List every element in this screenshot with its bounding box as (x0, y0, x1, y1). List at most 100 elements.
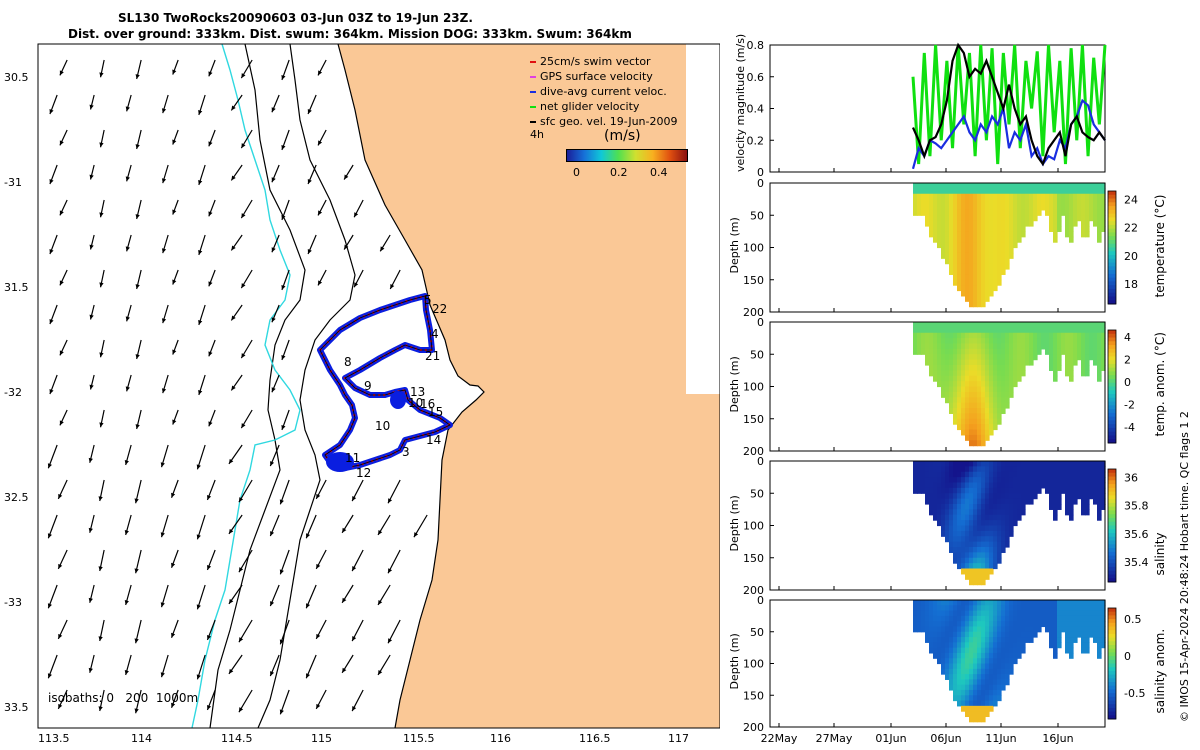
current-arrow (124, 654, 132, 676)
heat-cell (1029, 477, 1034, 484)
heat-cell (977, 631, 982, 638)
heat-cell (961, 536, 966, 543)
heat-cell (1085, 615, 1090, 622)
heat-cell (1001, 642, 1006, 649)
heat-cell (965, 338, 970, 345)
heat-cell (989, 689, 994, 696)
heat-cell (973, 295, 978, 302)
heat-cell (969, 552, 974, 559)
heat-cell (973, 440, 978, 447)
heat-cell (913, 199, 918, 206)
heat-cell (1013, 487, 1018, 494)
heat-cell (937, 348, 942, 355)
heat-cell (1017, 605, 1022, 612)
heat-cell (977, 642, 982, 649)
heat-cell (981, 279, 986, 286)
heat-cell (977, 343, 982, 350)
heat-cell (961, 193, 966, 200)
heat-cell (965, 370, 970, 377)
heat-cell (929, 621, 934, 628)
heat-cell (1093, 354, 1098, 361)
track-label-0: 5 (424, 293, 432, 307)
heat-cell (977, 258, 982, 265)
heat-cell (1029, 199, 1034, 206)
heat-cell (977, 236, 982, 243)
heat-cell (953, 188, 958, 195)
heat-cell (989, 668, 994, 675)
heat-cell (1069, 204, 1074, 211)
heat-cell (1033, 183, 1038, 189)
heat-cell (929, 370, 934, 377)
heat-cell (1081, 487, 1086, 494)
heat-cell (973, 695, 978, 702)
heat-cell (937, 365, 942, 371)
heat-cell (1029, 183, 1034, 189)
heat-cell (997, 477, 1002, 484)
heat-cell (1021, 621, 1026, 628)
heat-cell (957, 252, 962, 259)
heat-cell (1077, 626, 1082, 633)
heat-cell (941, 188, 946, 195)
heat-cell (997, 204, 1002, 211)
heat-cell (933, 504, 938, 510)
heat-cell (1073, 615, 1078, 622)
heat-cell (1057, 631, 1062, 638)
current-arrow (317, 269, 327, 286)
heat-cell (945, 199, 950, 206)
heat-cell (981, 663, 986, 670)
heat-cell (917, 605, 922, 612)
heat-cell (993, 700, 998, 707)
heat-cell (1081, 498, 1086, 505)
heat-cell (1013, 188, 1018, 195)
heat-cell (989, 258, 994, 265)
heat-cell (1009, 343, 1014, 350)
heat-cell (929, 637, 934, 643)
heat-cell (953, 365, 958, 371)
heat-cell (1101, 504, 1106, 510)
current-arrow (160, 444, 169, 468)
heat-cell (973, 652, 978, 659)
heat-cell (1081, 626, 1086, 633)
heat-cell (969, 610, 974, 617)
heat-cell (941, 621, 946, 628)
heat-cell (961, 563, 966, 570)
heat-cell (961, 274, 966, 281)
heat-cell (961, 705, 966, 712)
heat-cell (913, 605, 918, 612)
current-arrow (315, 479, 327, 500)
heat-cell (949, 231, 954, 238)
heat-cell (941, 354, 946, 361)
cbar-segment (1108, 685, 1116, 690)
heat-cell (933, 631, 938, 638)
cbar-segment (1108, 715, 1116, 720)
heat-cell (973, 663, 978, 670)
current-vectors (47, 59, 428, 715)
heat-cell (913, 332, 918, 339)
heat-cell (953, 322, 958, 328)
heat-cell (981, 386, 986, 393)
heat-cell (961, 236, 966, 243)
cbar-segment (1108, 645, 1116, 650)
heat-cell (1073, 461, 1078, 467)
heat-cell (969, 573, 974, 580)
heat-cell (933, 471, 938, 478)
heat-cell (941, 482, 946, 489)
heat-cell (1009, 242, 1014, 249)
heat-cell (1001, 647, 1006, 654)
heat-cell (1045, 487, 1050, 494)
heat-cell (1073, 220, 1078, 227)
heat-cell (1017, 343, 1022, 350)
heat-cell (1021, 348, 1026, 355)
heat-cell (949, 359, 954, 366)
heat-cell (941, 381, 946, 388)
heat-cell (1097, 509, 1102, 516)
heat-cell (1009, 375, 1014, 382)
heat-cell (961, 413, 966, 420)
heat-cell (985, 408, 990, 414)
heat-cell (1089, 477, 1094, 484)
heat-cell (953, 637, 958, 643)
heat-cell (997, 386, 1002, 393)
heat-cell (929, 365, 934, 371)
heat-cell (1037, 204, 1042, 211)
heat-cell (1005, 365, 1010, 371)
